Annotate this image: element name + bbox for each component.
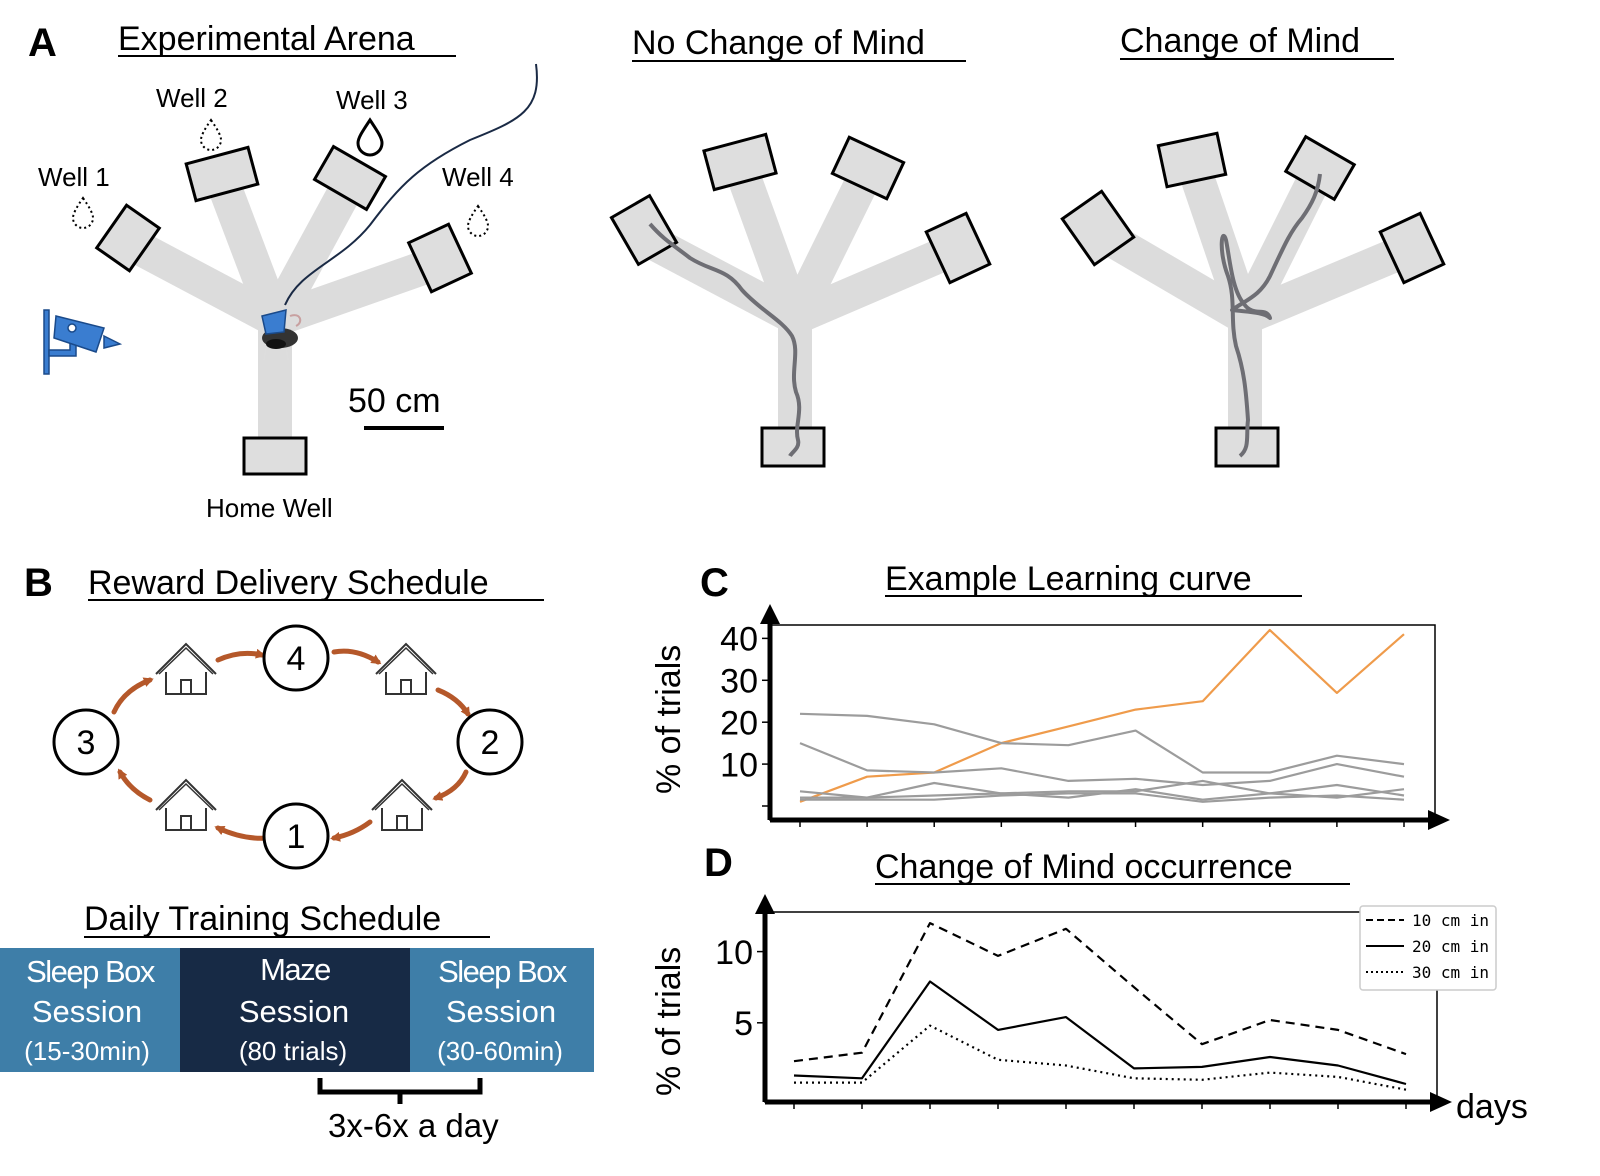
- com-title: Change of Mind: [1120, 22, 1360, 60]
- house-icon: [155, 643, 217, 695]
- well-2-box: [184, 145, 260, 203]
- series-line-2: [799, 712, 1405, 774]
- block-3-line2: Session: [446, 994, 556, 1029]
- block-3-line3: (30-60min): [437, 1036, 563, 1066]
- chart-c-x-arrowhead: [1428, 810, 1450, 830]
- camera-icon: [43, 309, 123, 375]
- water-drop-icon: [467, 205, 489, 237]
- chart-c-lines: [799, 628, 1405, 803]
- well-3-label: Well 3: [336, 85, 408, 115]
- y-tick-label: 40: [720, 621, 758, 659]
- well-3-box: [312, 144, 388, 212]
- legend-20cm: 20 cm in: [1412, 937, 1489, 956]
- water-drop-icon: [200, 119, 222, 151]
- chart-d-xlabel: days: [1456, 1088, 1528, 1126]
- panel-a: A Experimental Arena Well: [28, 20, 1446, 523]
- chart-c-y-arrowhead: [760, 604, 780, 624]
- no-com-title: No Change of Mind: [632, 24, 925, 62]
- rat-icon: [261, 309, 302, 361]
- no-com-maze: [609, 132, 992, 468]
- scale-bar-label: 50 cm: [348, 382, 441, 420]
- block-1-name: Sleep Box: [26, 954, 156, 989]
- panel-d: D Change of Mind occurrence % of trials …: [650, 841, 1528, 1126]
- y-tick-label: 30: [720, 663, 758, 701]
- series-line-1: [799, 628, 1405, 803]
- series-line-2: [793, 980, 1407, 1086]
- block-2-line2: Session: [239, 994, 349, 1029]
- panel-b-letter: B: [24, 561, 53, 605]
- chart-c-ylabel: % of trials: [650, 645, 688, 794]
- arena-maze: [120, 173, 446, 450]
- trajectory-no-com: [648, 222, 802, 458]
- node-1: 1: [287, 818, 306, 856]
- repeat-bracket: [317, 1078, 483, 1104]
- series-line-3: [794, 1024, 1407, 1091]
- reward-schedule-title: Reward Delivery Schedule: [88, 564, 489, 602]
- y-tick-label: 10: [715, 934, 753, 972]
- node-3: 3: [77, 724, 96, 762]
- block-3-name: Sleep Box: [438, 954, 568, 989]
- y-tick-label: 10: [720, 746, 758, 784]
- chart-d-legend: 10 cm in 20 cm in 30 cm in: [1359, 905, 1497, 991]
- block-2-name: Maze: [260, 952, 330, 987]
- panel-d-letter: D: [704, 841, 733, 885]
- series-line-3: [799, 742, 1405, 787]
- panel-c: C Example Learning curve % of trials 10 2…: [650, 560, 1450, 830]
- house-icon: [371, 779, 433, 831]
- y-tick-label: 5: [734, 1005, 753, 1043]
- water-drop-icon: [356, 117, 384, 157]
- panel-c-letter: C: [700, 561, 729, 605]
- panel-b: B Reward Delivery Schedule 1 2 3: [0, 561, 594, 1144]
- arena-title: Experimental Arena: [118, 20, 415, 58]
- home-well-label: Home Well: [206, 493, 333, 523]
- well-4-label: Well 4: [442, 162, 514, 192]
- legend-30cm: 30 cm in: [1412, 963, 1489, 982]
- well-4-box: [406, 222, 474, 294]
- y-tick-label: 20: [720, 704, 758, 742]
- panel-a-letter: A: [28, 21, 57, 65]
- well-1-box: [94, 203, 162, 273]
- daily-schedule-title: Daily Training Schedule: [84, 900, 441, 938]
- trajectory-com: [1219, 173, 1322, 458]
- series-line-4: [799, 779, 1405, 799]
- daily-blocks: Sleep Box Session (15-30min) Maze Sessio…: [0, 948, 594, 1072]
- chart-d-x-arrowhead: [1430, 1092, 1452, 1112]
- block-1-line2: Session: [32, 994, 142, 1029]
- well-2-label: Well 2: [156, 83, 228, 113]
- home-well-box: [242, 436, 308, 476]
- block-maze: [180, 948, 410, 1072]
- repeat-label: 3x-6x a day: [328, 1107, 499, 1144]
- series-line-1: [793, 922, 1407, 1063]
- block-2-line3: (80 trials): [239, 1036, 347, 1066]
- node-4: 4: [287, 640, 306, 678]
- chart-d-ticks: 5 10: [715, 934, 1407, 1109]
- house-icon: [375, 643, 437, 695]
- schedule-nodes: 1 2 3 4: [52, 624, 524, 870]
- well-1-label: Well 1: [38, 162, 110, 192]
- arena-wells: [94, 144, 474, 476]
- block-sleep-1: [0, 948, 180, 1072]
- legend-10cm: 10 cm in: [1412, 911, 1489, 930]
- chart-d-y-arrowhead: [755, 894, 775, 914]
- block-sleep-2: [410, 948, 594, 1072]
- chart-d-lines: [793, 922, 1407, 1091]
- chart-c-title: Example Learning curve: [885, 560, 1252, 598]
- house-icon: [155, 779, 217, 831]
- tether-cable: [284, 63, 538, 306]
- node-2: 2: [481, 724, 500, 762]
- com-maze: [1060, 131, 1446, 468]
- block-1-line3: (15-30min): [24, 1036, 150, 1066]
- chart-d-ylabel: % of trials: [650, 947, 688, 1096]
- chart-d-title: Change of Mind occurrence: [875, 848, 1293, 886]
- schedule-arrows: [111, 648, 471, 842]
- water-drop-icon: [72, 197, 94, 229]
- series-line-6: [800, 792, 1405, 803]
